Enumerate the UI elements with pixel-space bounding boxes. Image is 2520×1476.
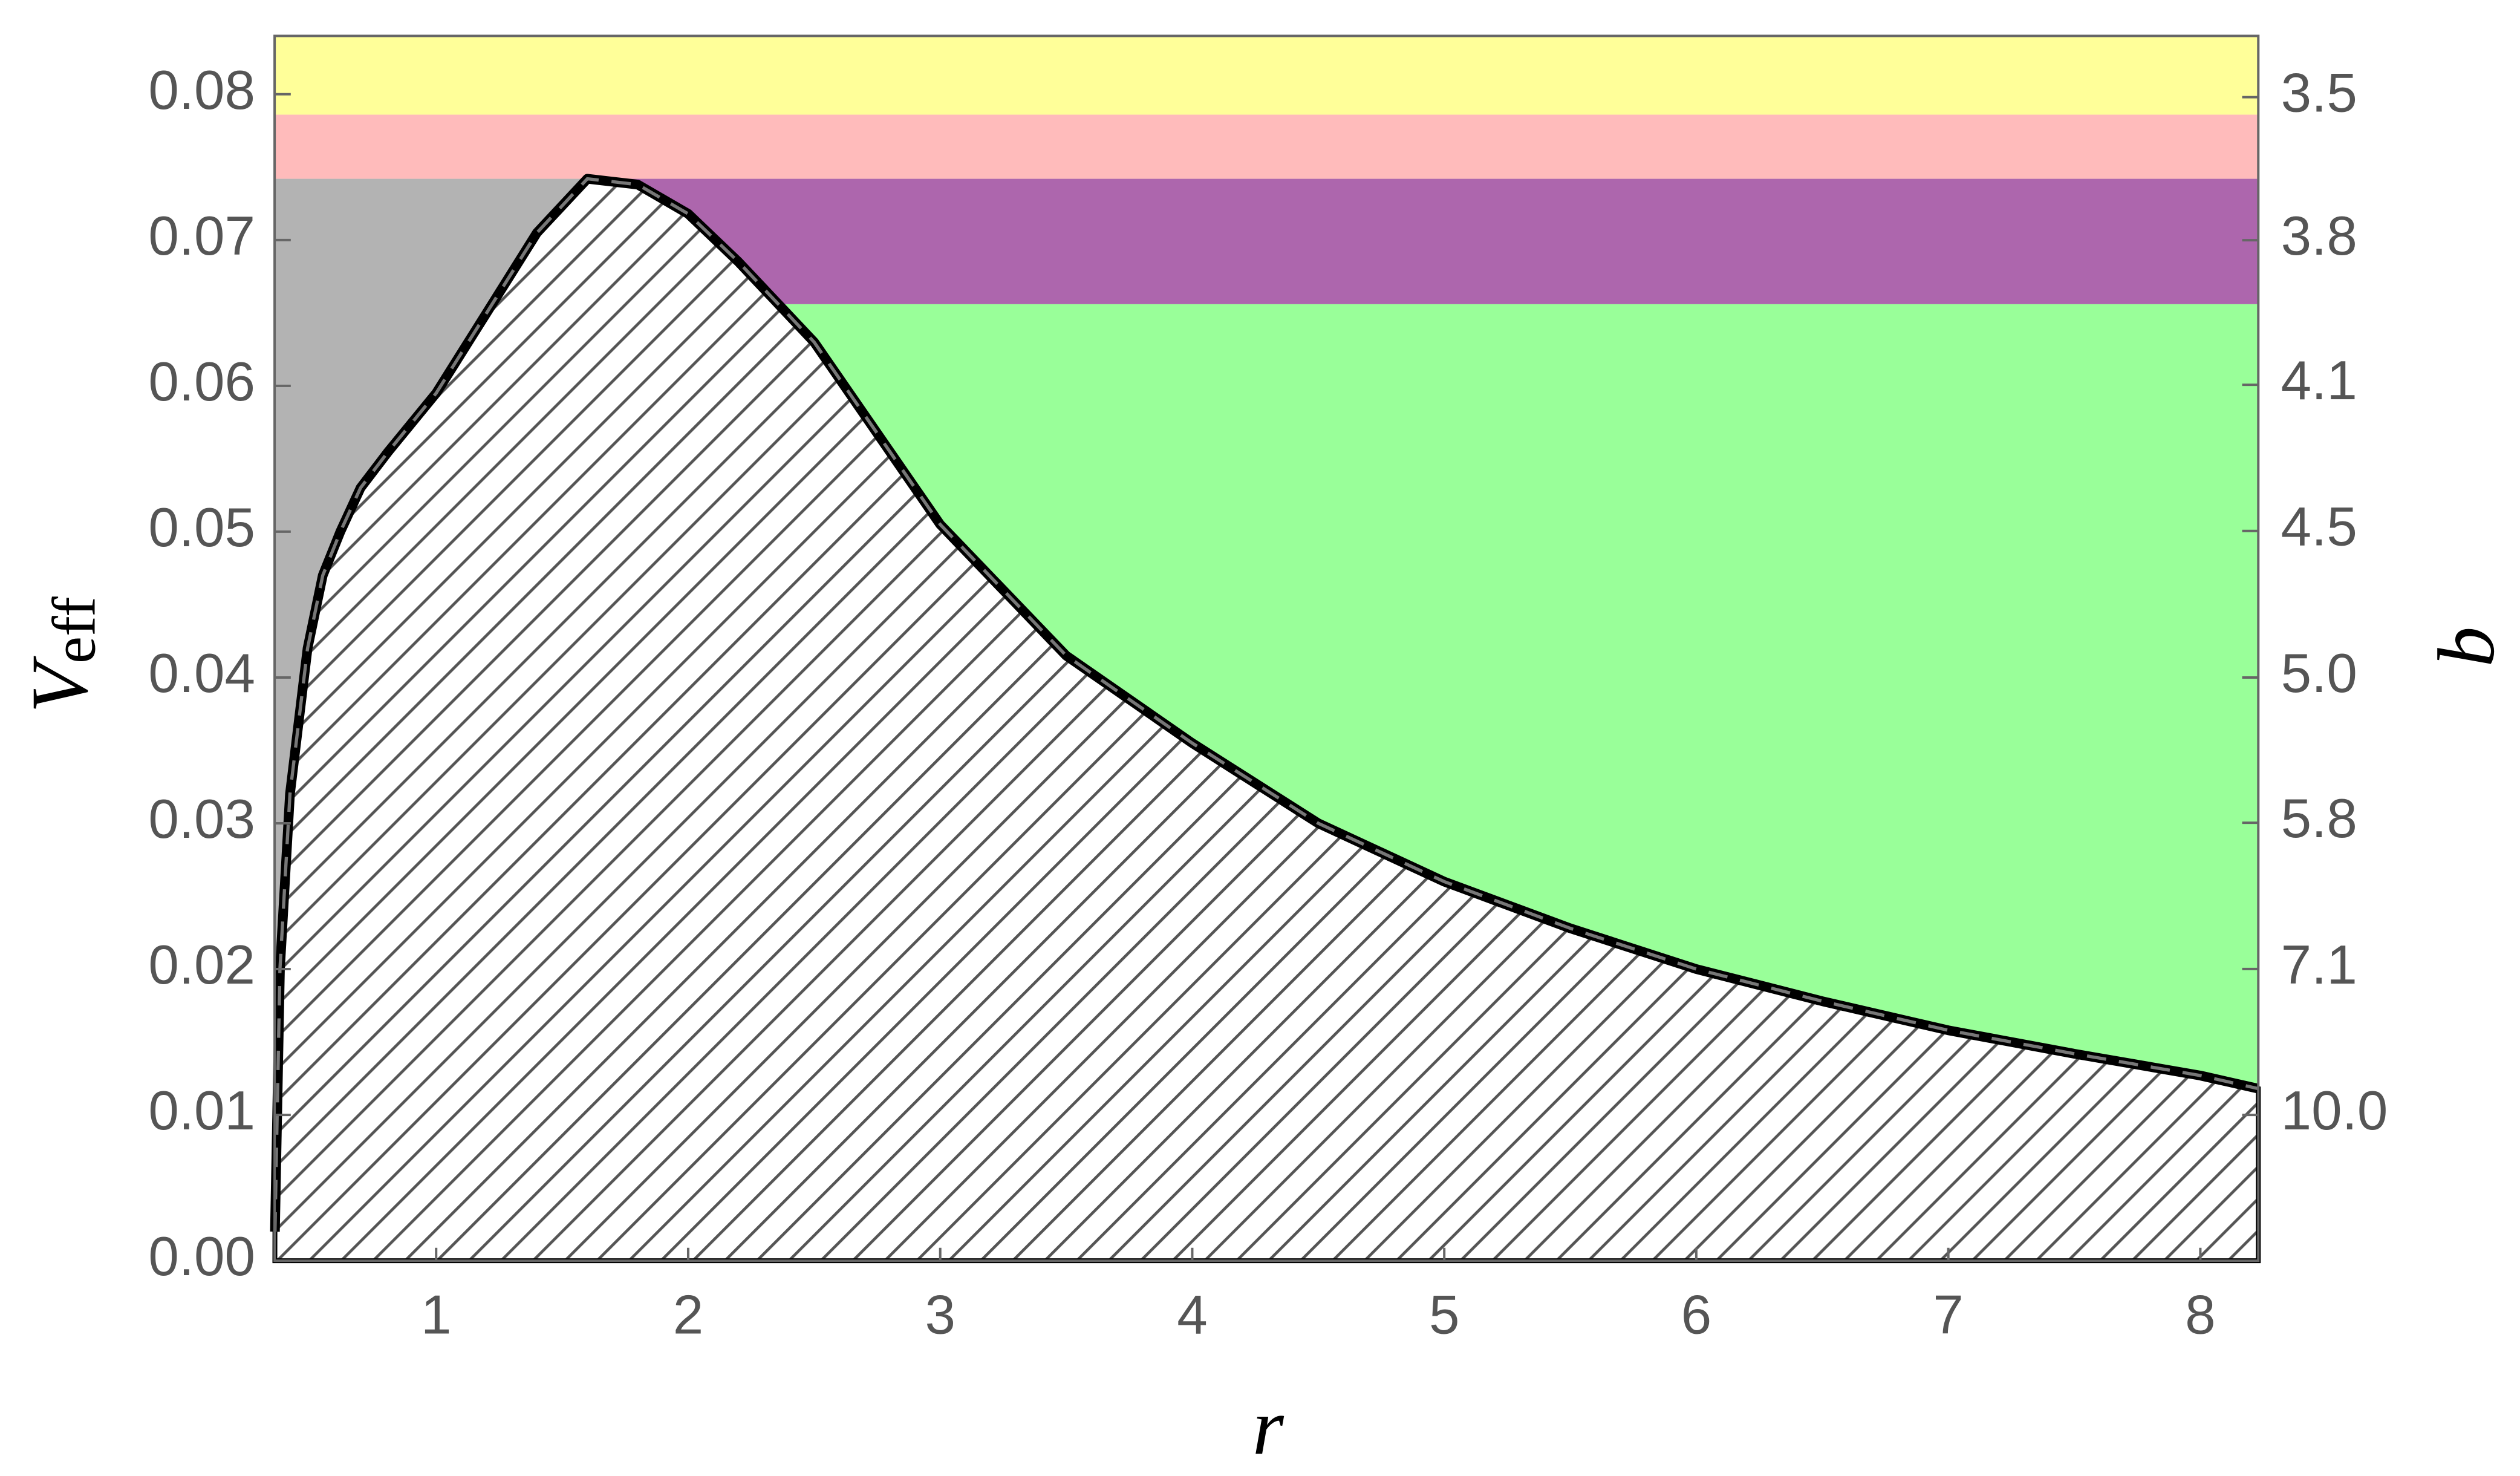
- band: [587, 178, 2259, 304]
- y-tick-label: 0.02: [148, 935, 255, 996]
- y-axis-title-main: V: [15, 656, 104, 713]
- y-tick-label: 0.08: [148, 60, 255, 121]
- y-tick-label: 0.00: [148, 1226, 255, 1287]
- y2-tick-label: 3.8: [2281, 206, 2357, 267]
- x-tick-label: 2: [673, 1284, 704, 1345]
- y-tick-label: 0.06: [148, 351, 255, 413]
- band: [275, 36, 2259, 115]
- y-tick-label: 0.03: [148, 789, 255, 850]
- y2-tick-label: 3.5: [2281, 63, 2357, 124]
- y-tick-label: 0.07: [148, 206, 255, 267]
- x-tick-label: 4: [1177, 1284, 1208, 1345]
- y2-tick-label: 4.5: [2281, 497, 2357, 558]
- x-tick-label: 7: [1933, 1284, 1964, 1345]
- y2-tick-label: 7.1: [2281, 935, 2357, 996]
- x-tick-label: 6: [1681, 1284, 1712, 1345]
- plot-frame: [273, 34, 2260, 1262]
- x-tick-label: 3: [925, 1284, 956, 1345]
- x-tick-label: 5: [1429, 1284, 1460, 1345]
- y-axis-title: Veff: [15, 596, 108, 713]
- y2-tick-label: 5.0: [2281, 643, 2357, 704]
- x-tick-label: 8: [2185, 1284, 2216, 1345]
- curve-dash: [273, 177, 2259, 1232]
- y-tick-label: 0.04: [148, 643, 255, 704]
- x-axis-title: r: [1252, 1382, 1284, 1471]
- y-tick-label: 0.01: [148, 1080, 255, 1141]
- marks: [270, 174, 2261, 1264]
- y2-tick-label: 5.8: [2281, 788, 2357, 849]
- y2-axis-title: b: [2421, 627, 2511, 667]
- band: [275, 114, 2259, 179]
- x-tick-label: 1: [421, 1284, 452, 1345]
- y2-tick-label: 4.1: [2281, 350, 2357, 411]
- y-axis-title-sub: eff: [41, 596, 108, 664]
- y-tick-label: 0.05: [148, 497, 255, 558]
- y2-tick-label: 10.0: [2281, 1080, 2388, 1141]
